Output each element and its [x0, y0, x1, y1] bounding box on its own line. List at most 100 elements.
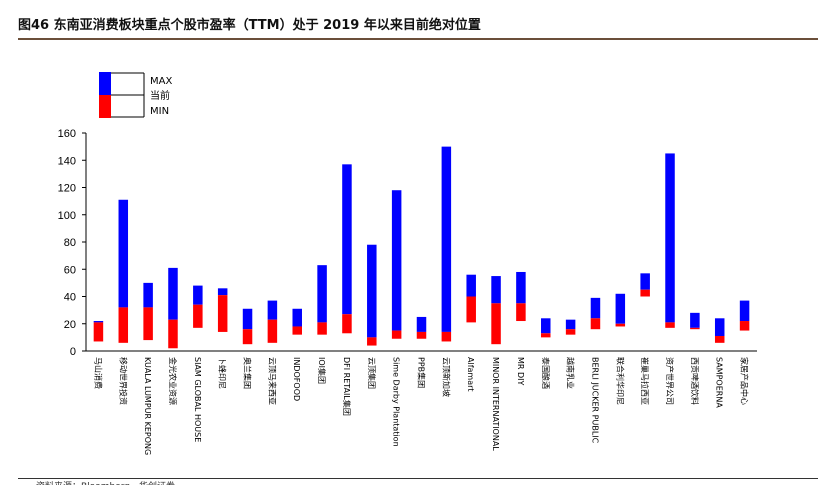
bar-upper-segment — [491, 276, 501, 304]
bar-upper-segment — [391, 190, 402, 331]
footer-rule — [18, 478, 818, 479]
bar-lower-segment — [516, 303, 526, 322]
legend-label: MIN — [150, 106, 169, 117]
y-tick-label: 120 — [58, 183, 76, 195]
bar-lower-segment — [714, 336, 725, 343]
bar-lower-segment — [541, 333, 551, 338]
x-category-label: Alfamart — [466, 357, 475, 392]
bar-upper-segment — [342, 164, 352, 315]
y-tick-label: 20 — [64, 319, 76, 331]
bar-group — [93, 146, 750, 349]
y-axis: 0 20 40 60 80 100 120 140 160 — [58, 128, 87, 358]
bar-upper-segment — [118, 199, 129, 308]
bar-lower-segment — [739, 321, 750, 331]
bar-lower-segment — [317, 322, 327, 335]
bar-lower-segment — [466, 296, 476, 323]
bar-upper-segment — [590, 297, 601, 319]
bar-upper-segment — [317, 265, 327, 323]
bar-lower-segment — [342, 314, 352, 334]
bar-lower-segment — [640, 289, 650, 297]
x-category-label: MR DIY — [516, 357, 525, 386]
bar-upper-segment — [217, 288, 228, 296]
bar-upper-segment — [615, 293, 626, 324]
x-category-label: 云顶马来西亚 — [267, 357, 276, 405]
bar-upper-segment — [466, 274, 476, 297]
title-rule — [18, 38, 818, 40]
bar-lower-segment — [292, 326, 302, 335]
x-category-label: 西贡啤酒饮料 — [690, 357, 700, 405]
x-category-label: DFI RETAIL集团 — [342, 357, 352, 416]
x-category-label: 泰国酿酒 — [541, 357, 551, 389]
bar-upper-segment — [541, 318, 551, 334]
x-category-label: MINOR INTERNATIONAL — [491, 357, 500, 451]
x-category-label: 马山消费 — [93, 357, 103, 389]
x-category-label: 联合利华印尼 — [615, 357, 625, 405]
chart-legend: MAX 当前 MIN — [99, 72, 172, 118]
bar-upper-segment — [441, 146, 452, 332]
y-tick-label: 60 — [64, 264, 76, 276]
bar-upper-segment — [739, 300, 750, 322]
legend-label: 当前 — [150, 89, 170, 102]
x-category-label: KUALA LUMPUR KEPONG — [143, 357, 152, 455]
bar-lower-segment — [391, 330, 402, 339]
bar-lower-segment — [143, 307, 153, 341]
bar-upper-segment — [93, 321, 104, 323]
bar-lower-segment — [217, 295, 228, 332]
x-category-label: 卜蜂印尼 — [218, 357, 228, 389]
bar-lower-segment — [690, 327, 700, 330]
x-category-label: Sime Darby Plantation — [392, 357, 401, 447]
bar-upper-segment — [565, 319, 576, 330]
y-tick-label: 100 — [58, 210, 76, 222]
bar-lower-segment — [441, 331, 452, 342]
bar-upper-segment — [690, 312, 700, 328]
bar-upper-segment — [242, 308, 253, 330]
bar-lower-segment — [367, 337, 377, 346]
bar-lower-segment — [590, 318, 601, 330]
x-category-label: 金光农业资源 — [168, 357, 178, 405]
x-category-label: 家居产品中心 — [740, 357, 750, 405]
figure-title: 图46 东南亚消费板块重点个股市盈率（TTM）处于 2019 年以来目前绝对位置 — [18, 18, 481, 33]
x-category-label: 云顶集团 — [367, 357, 377, 389]
bar-lower-segment — [267, 319, 278, 343]
x-category-label: 移动世界投资 — [118, 357, 128, 405]
bar-upper-segment — [143, 282, 153, 308]
bar-lower-segment — [665, 322, 675, 328]
x-category-label: BERLI JUCKER PUBLIC — [590, 357, 599, 444]
x-category-label: 越南乳业 — [566, 357, 576, 389]
x-category-label: 奥兰集团 — [243, 357, 253, 389]
bar-lower-segment — [615, 323, 626, 327]
bar-lower-segment — [168, 319, 178, 349]
bar-upper-segment — [267, 300, 278, 320]
bar-lower-segment — [565, 329, 576, 335]
source-note: 资料来源：Bloomberg，华创证券 — [36, 479, 175, 485]
bar-upper-segment — [292, 308, 302, 327]
y-tick-label: 140 — [58, 155, 76, 167]
y-tick-label: 0 — [70, 346, 76, 358]
bar-lower-segment — [118, 307, 129, 343]
legend-lower-swatch — [99, 95, 111, 118]
y-tick-label: 80 — [64, 237, 76, 249]
x-category-label: SIAM GLOBAL HOUSE — [193, 357, 202, 442]
y-tick-label: 160 — [58, 128, 76, 140]
legend-label: MAX — [150, 76, 172, 87]
x-axis: 马山消费 移动世界投资 KUALA LUMPUR KEPONG 金光农业资源 SIAM … — [86, 350, 757, 455]
legend-upper-swatch — [99, 72, 111, 95]
bar-upper-segment — [516, 271, 526, 304]
bar-upper-segment — [168, 267, 178, 320]
bar-lower-segment — [491, 303, 501, 345]
bar-upper-segment — [714, 318, 725, 337]
x-category-label: 云顶新加坡 — [441, 357, 451, 397]
x-category-label: PPB集团 — [417, 357, 427, 388]
x-category-label: SAMPOERNA — [715, 357, 724, 408]
bar-upper-segment — [665, 153, 675, 323]
x-category-label: 资产世界公司 — [665, 357, 675, 405]
bar-upper-segment — [640, 273, 650, 290]
x-category-label: 崔巢马拉西亚 — [640, 357, 650, 405]
bar-upper-segment — [193, 285, 203, 305]
bar-lower-segment — [193, 304, 203, 328]
bar-upper-segment — [367, 244, 377, 338]
bar-upper-segment — [416, 316, 427, 332]
y-tick-label: 40 — [64, 292, 76, 304]
bar-lower-segment — [416, 331, 427, 339]
